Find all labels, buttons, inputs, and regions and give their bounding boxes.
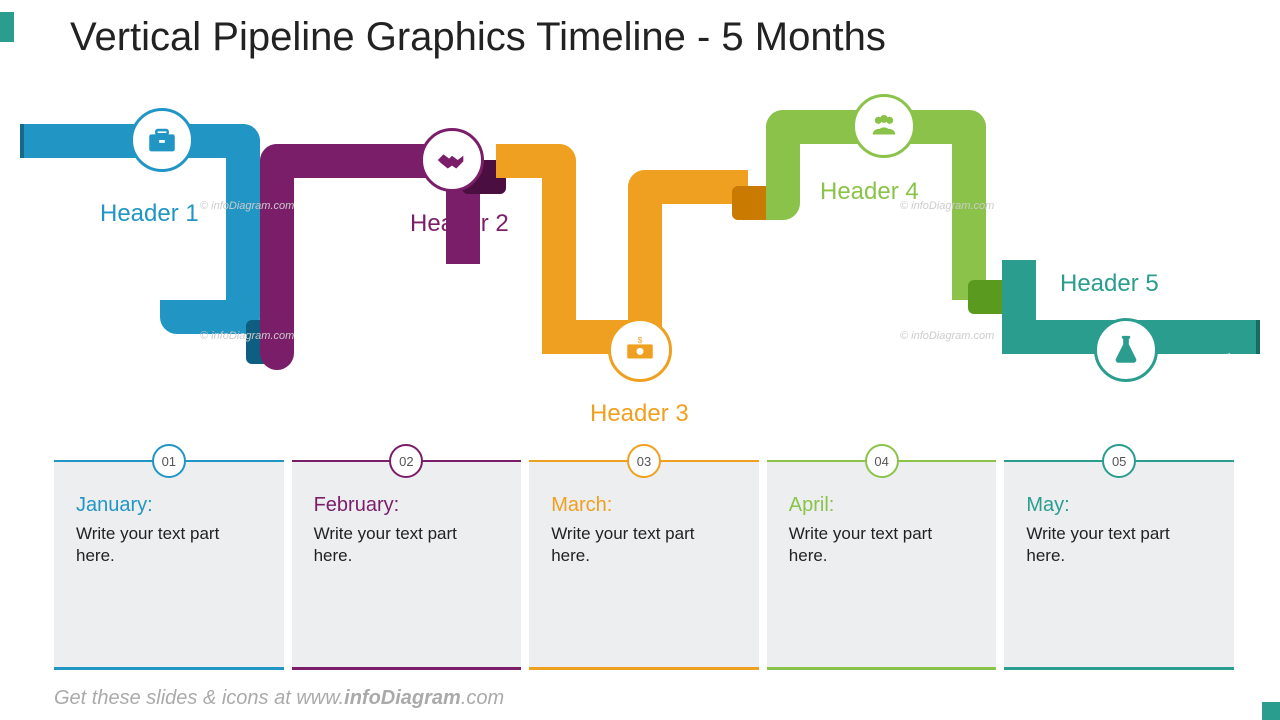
watermark: © infoDiagram.com (900, 200, 994, 212)
briefcase-icon (130, 108, 194, 172)
cards-row: 01 January: Write your text part here. 0… (54, 460, 1234, 670)
month-card: 01 January: Write your text part here. (54, 460, 284, 670)
segment-header: Header 1 (100, 200, 199, 228)
card-badge: 05 (1102, 444, 1136, 478)
card-badge: 04 (865, 444, 899, 478)
watermark: © infoDiagram.com (900, 330, 994, 342)
card-month: March: (551, 494, 759, 517)
page-title: Vertical Pipeline Graphics Timeline - 5 … (70, 15, 886, 60)
card-month: April: (789, 494, 997, 517)
card-month: May: (1026, 494, 1234, 517)
card-badge: 02 (389, 444, 423, 478)
pipe-segment (160, 300, 260, 334)
pipe-segment (1230, 320, 1260, 354)
handshake-icon (420, 128, 484, 192)
card-month: February: (314, 494, 522, 517)
pipe-segment (20, 124, 140, 158)
accent-left (0, 12, 14, 42)
pipeline-diagram: Header 1Header 2$Header 3Header 4Header … (40, 100, 1240, 420)
people-icon (852, 94, 916, 158)
month-card: 04 April: Write your text part here. (767, 460, 997, 670)
card-body: Write your text part here. (1026, 523, 1212, 567)
footer-text: Get these slides & icons at www.infoDiag… (54, 687, 504, 710)
card-badge: 03 (627, 444, 661, 478)
card-body: Write your text part here. (314, 523, 500, 567)
segment-header: Header 5 (1060, 270, 1159, 298)
flask-icon (1094, 318, 1158, 382)
card-body: Write your text part here. (551, 523, 737, 567)
segment-header: Header 2 (410, 210, 509, 238)
card-badge: 01 (152, 444, 186, 478)
pipe-segment (628, 170, 748, 204)
month-card: 02 February: Write your text part here. (292, 460, 522, 670)
accent-right (1262, 702, 1280, 720)
card-month: January: (76, 494, 284, 517)
money-icon: $ (608, 318, 672, 382)
svg-text:$: $ (638, 335, 643, 345)
card-body: Write your text part here. (76, 523, 262, 567)
watermark: © infoDiagram.com (200, 200, 294, 212)
card-body: Write your text part here. (789, 523, 975, 567)
watermark: © infoDiagram.com (200, 330, 294, 342)
segment-header: Header 3 (590, 400, 689, 428)
month-card: 05 May: Write your text part here. (1004, 460, 1234, 670)
month-card: 03 March: Write your text part here. (529, 460, 759, 670)
